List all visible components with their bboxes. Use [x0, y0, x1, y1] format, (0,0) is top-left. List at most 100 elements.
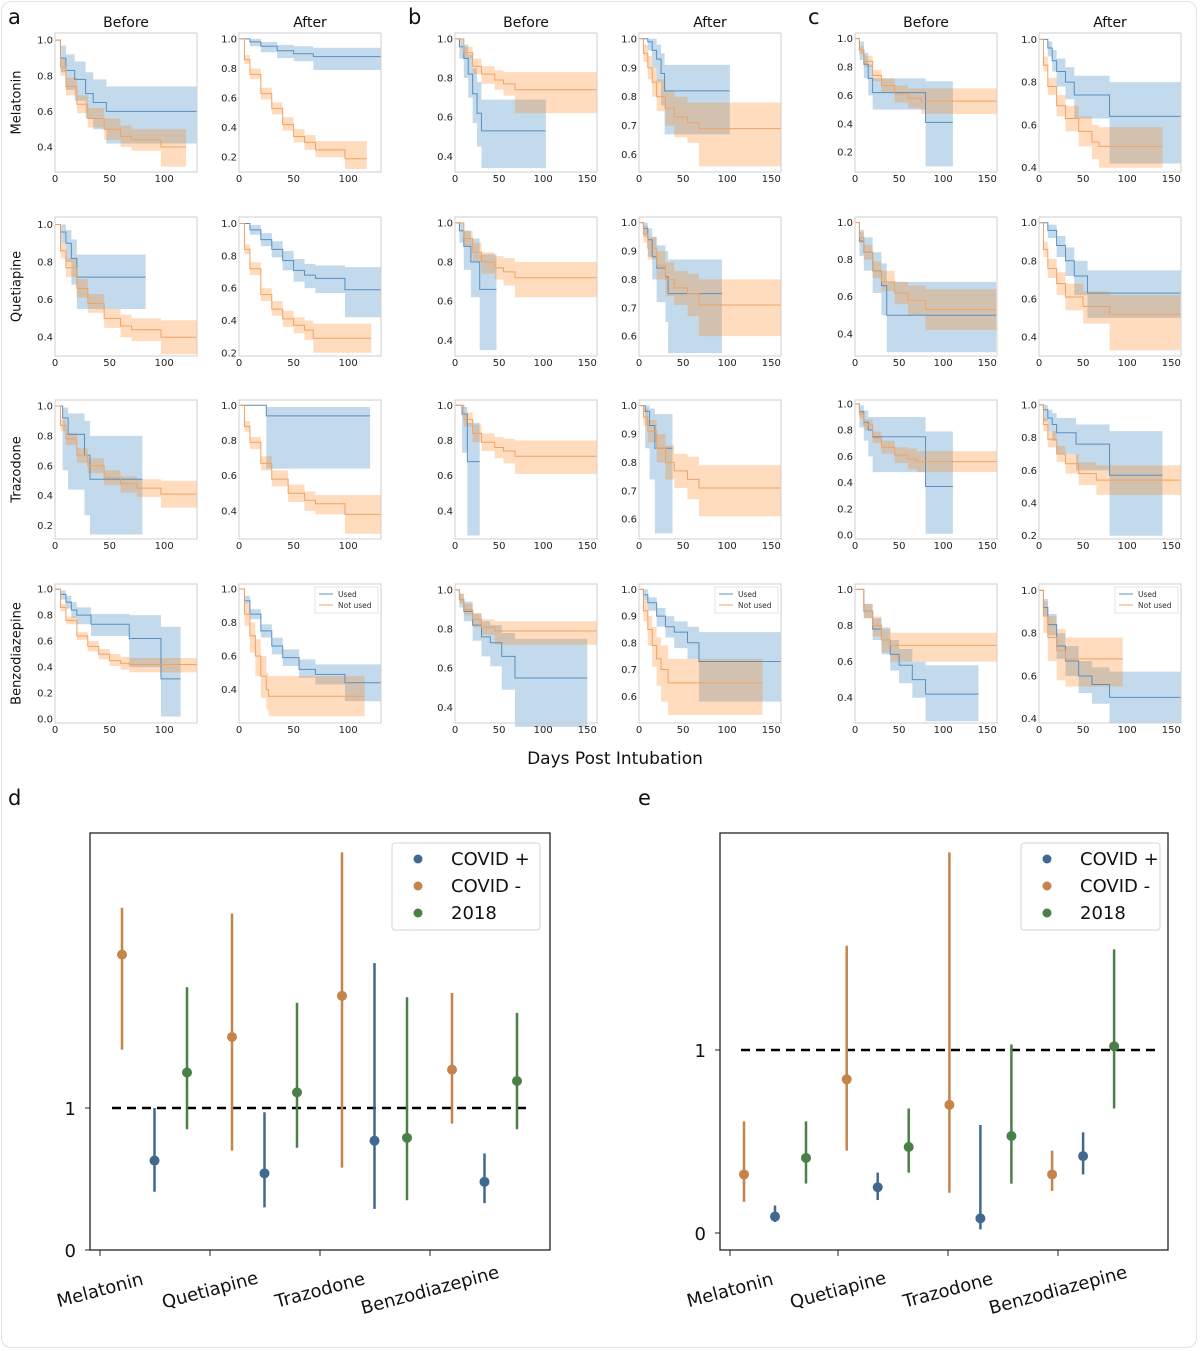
plot-frame: [454, 399, 598, 540]
panel-label-d: d: [8, 786, 22, 810]
point-covid-pos: [149, 1155, 160, 1166]
y-tick-label: 0.8: [621, 92, 637, 103]
point-2018: [1006, 1131, 1017, 1142]
plot-frame: [54, 399, 198, 540]
not-used-confidence-band: [239, 223, 372, 353]
used-confidence-band: [1039, 404, 1163, 536]
panel-label-b: b: [408, 5, 422, 29]
plot-frame: [454, 216, 598, 357]
y-tick-label: 0.8: [1021, 78, 1037, 89]
not-used-confidence-band: [1039, 39, 1163, 168]
not-used-confidence-band: [55, 589, 197, 673]
y-tick-label: 0.4: [837, 119, 853, 130]
y-tick-label: 0.6: [621, 692, 637, 703]
y-tick-label: 0.4: [221, 123, 237, 134]
y-tick-label: 0.4: [1021, 163, 1037, 174]
not-used-confidence-band: [455, 222, 597, 298]
not-used-survival-line: [455, 222, 597, 279]
y-tick-label: 0: [65, 1241, 76, 1262]
y-tick-label: 0.8: [621, 458, 637, 469]
y-tick-label: 0.8: [37, 71, 53, 82]
legend-label: COVID +: [451, 849, 530, 870]
km-plot-c-benzodiazepine-after: 0 50 100 150 0.4 0.6 0.8 1.0 Used Not used: [1021, 583, 1182, 736]
not-used-confidence-band: [239, 589, 365, 717]
x-tick-label: 150: [978, 174, 997, 185]
y-tick-label: 0.6: [1021, 120, 1037, 131]
x-tick-label: 50: [103, 358, 116, 369]
y-tick-label: 0.8: [621, 275, 637, 286]
x-tick-label: 100: [339, 541, 358, 552]
plot-frame: [54, 583, 198, 724]
x-tick-label: 50: [1077, 358, 1090, 369]
y-tick-label: 0.4: [37, 143, 53, 154]
x-tick-label: 100: [534, 541, 553, 552]
x-tick-label: 50: [893, 725, 906, 736]
plot-frame: [638, 399, 782, 540]
y-tick-label: 0.7: [621, 486, 637, 497]
y-tick-label: 0.4: [1021, 714, 1037, 725]
used-confidence-band: [639, 405, 673, 534]
km-plot-a-trazodone-after: 0 50 100 0.4 0.6 0.8 1.0: [221, 399, 382, 552]
plot-frame: [1038, 583, 1182, 724]
x-tick-label: 50: [493, 541, 506, 552]
y-tick-label: 0.8: [837, 63, 853, 74]
not-used-survival-line: [55, 224, 197, 338]
legend-marker: [1042, 854, 1052, 864]
used-confidence-band: [855, 222, 997, 353]
y-tick-label: 0.4: [221, 316, 237, 327]
y-tick-label: 0.4: [37, 663, 53, 674]
y-tick-label: 0.8: [437, 74, 453, 85]
y-tick-label: 1.0: [1021, 586, 1037, 597]
not-used-survival-line: [855, 222, 997, 311]
not-used-confidence-band: [855, 38, 997, 114]
used-confidence-band: [639, 589, 781, 702]
km-plot-b-benzodiazepine-after: 0 50 100 150 0.6 0.7 0.8 0.9 1.0 Used Not used: [621, 583, 782, 736]
y-tick-label: 1.0: [37, 585, 53, 596]
used-survival-line: [639, 405, 673, 449]
plot-background: [55, 400, 197, 539]
plot-frame: [638, 32, 782, 173]
y-tick-label: 0.6: [37, 461, 53, 472]
x-tick-label: 100: [934, 174, 953, 185]
y-tick-label: 1.0: [621, 401, 637, 412]
x-tick-label: 0: [236, 174, 242, 185]
not-used-confidence-band: [639, 589, 763, 715]
x-tick-label: 0: [636, 358, 642, 369]
km-plot-b-benzodiazepine-before: 0 50 100 150 0.4 0.6 0.8 1.0: [437, 583, 598, 736]
plot-frame: [54, 32, 198, 173]
x-tick-label: 50: [677, 541, 690, 552]
x-tick-label: 50: [1077, 541, 1090, 552]
legend-marker: [413, 881, 423, 891]
km-x-axis-label: Days Post Intubation: [527, 749, 703, 769]
plot-background: [639, 33, 781, 172]
km-plot-b-quetiapine-after: 0 50 100 150 0.6 0.7 0.8 0.9 1.0: [621, 216, 782, 369]
x-tick-label-quetiapine: Quetiapine: [160, 1268, 261, 1314]
plot-background: [1039, 217, 1181, 356]
not-used-confidence-band: [55, 40, 187, 167]
not-used-survival-line: [855, 403, 997, 463]
x-tick-label: 50: [677, 725, 690, 736]
y-tick-label: 0.6: [1021, 294, 1037, 305]
x-tick-label: 50: [493, 358, 506, 369]
legend-marker: [413, 908, 423, 918]
x-tick-label-melatonin: Melatonin: [685, 1269, 776, 1312]
not-used-confidence-band: [855, 403, 997, 473]
y-tick-label: 0.4: [221, 685, 237, 696]
plot-frame: [238, 32, 382, 173]
y-tick-label: 0.6: [221, 94, 237, 105]
y-tick-label: 0.6: [837, 292, 853, 303]
point-covid-pos: [770, 1211, 780, 1222]
plot-background: [855, 584, 997, 723]
not-used-survival-line: [1039, 38, 1163, 147]
used-survival-line: [639, 222, 722, 295]
y-tick-label: 1.0: [837, 585, 853, 596]
used-survival-line: [1039, 38, 1181, 117]
used-confidence-band: [455, 589, 588, 727]
y-tick-label: 0.8: [837, 621, 853, 632]
x-tick-label: 150: [578, 174, 597, 185]
not-used-confidence-band: [239, 38, 367, 170]
point-covid-pos: [1078, 1151, 1089, 1162]
x-tick-label: 100: [534, 725, 553, 736]
